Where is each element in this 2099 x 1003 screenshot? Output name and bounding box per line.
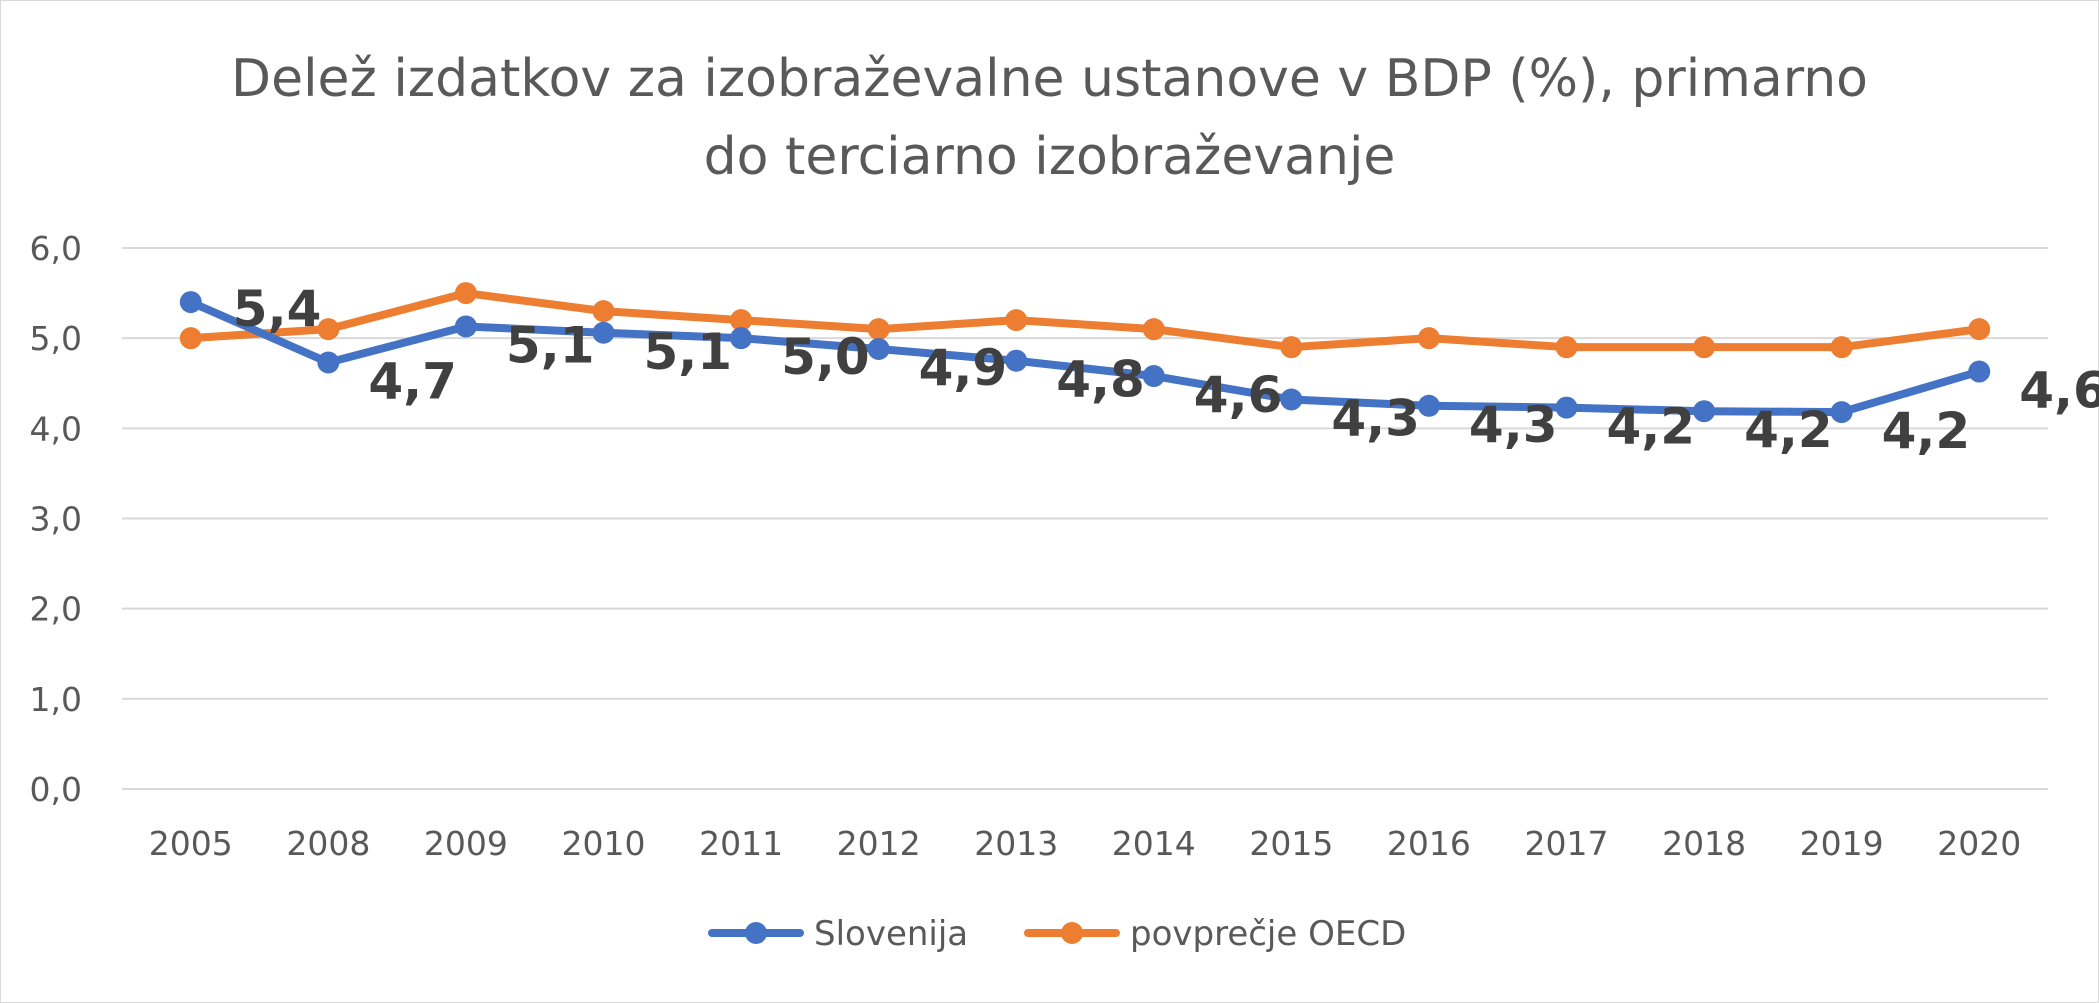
- y-tick-label: 1,0: [30, 680, 82, 719]
- data-point-slovenija: [1968, 360, 1991, 383]
- data-point-oecd: [867, 318, 890, 341]
- data-point-oecd: [1555, 336, 1578, 359]
- y-axis-ticks: 0,0 1,0 2,0 3,0 4,0 5,0 6,0: [30, 229, 82, 809]
- data-label-slovenija: 4,3: [1469, 396, 1558, 454]
- data-point-slovenija: [592, 321, 615, 344]
- x-tick-label: 2012: [837, 824, 921, 863]
- data-point-oecd: [1417, 327, 1440, 350]
- x-tick-label: 2009: [424, 824, 508, 863]
- data-label-slovenija: 5,1: [506, 316, 595, 374]
- x-tick-label: 2013: [974, 824, 1058, 863]
- data-point-slovenija: [1005, 349, 1028, 372]
- legend-marker-oecd: [1061, 922, 1083, 944]
- data-point-oecd: [1142, 318, 1165, 341]
- y-tick-label: 5,0: [30, 319, 82, 358]
- data-point-slovenija: [730, 327, 753, 350]
- y-tick-label: 2,0: [30, 590, 82, 629]
- data-point-slovenija: [317, 351, 340, 374]
- gridlines: [122, 247, 2048, 790]
- series-lines: [179, 282, 1991, 424]
- data-point-slovenija: [867, 337, 890, 360]
- data-label-slovenija: 5,1: [644, 323, 733, 381]
- data-label-slovenija: 4,6: [2019, 362, 2099, 420]
- data-point-oecd: [592, 300, 615, 323]
- data-label-slovenija: 4,7: [368, 353, 457, 411]
- data-label-slovenija: 4,3: [1331, 389, 1420, 447]
- x-tick-label: 2019: [1800, 824, 1884, 863]
- data-label-slovenija: 4,6: [1194, 366, 1283, 424]
- x-tick-label: 2008: [286, 824, 370, 863]
- x-tick-label: 2011: [699, 824, 783, 863]
- y-tick-label: 3,0: [30, 500, 82, 539]
- data-label-slovenija: 4,2: [1607, 398, 1696, 456]
- data-label-slovenija: 4,8: [1056, 351, 1145, 409]
- data-point-slovenija: [1830, 401, 1853, 424]
- x-tick-label: 2014: [1112, 824, 1196, 863]
- data-point-oecd: [317, 318, 340, 341]
- data-point-slovenija: [1693, 400, 1716, 423]
- data-point-slovenija: [179, 291, 202, 314]
- legend: Slovenija povprečje OECD: [708, 914, 1406, 954]
- chart-title-line-1: Delež izdatkov za izobraževalne ustanove…: [231, 49, 1868, 109]
- data-point-slovenija: [1417, 394, 1440, 417]
- data-point-oecd: [179, 327, 202, 350]
- x-tick-label: 2017: [1525, 824, 1609, 863]
- y-tick-label: 4,0: [30, 409, 82, 448]
- data-label-slovenija: 4,9: [919, 339, 1008, 397]
- data-point-oecd: [1830, 336, 1853, 359]
- y-tick-label: 0,0: [30, 770, 82, 809]
- legend-label-oecd: povprečje OECD: [1130, 914, 1406, 954]
- data-labels: 5,4 4,7 5,1 5,1 5,0 4,9 4,8 4,6 4,3 4,3 4,2 4,2 4,2 4…: [233, 280, 2099, 460]
- x-axis-ticks: 2005 2008 2009 2010 2011 2012 2013 2014 2015 2016…: [149, 824, 2021, 863]
- chart-title: Delež izdatkov za izobraževalne ustanove…: [0, 40, 2099, 196]
- data-label-slovenija: 4,2: [1882, 402, 1971, 460]
- data-point-oecd: [454, 282, 477, 305]
- data-label-slovenija: 5,0: [781, 328, 870, 386]
- data-point-oecd: [730, 309, 753, 332]
- x-tick-label: 2005: [149, 824, 233, 863]
- data-point-oecd: [1005, 309, 1028, 332]
- x-tick-label: 2018: [1662, 824, 1746, 863]
- data-point-slovenija: [1142, 365, 1165, 388]
- data-point-oecd: [1280, 336, 1303, 359]
- y-tick-label: 6,0: [30, 229, 82, 268]
- data-point-slovenija: [454, 315, 477, 338]
- x-tick-label: 2010: [562, 824, 646, 863]
- chart-title-line-2: do terciarno izobraževanje: [703, 127, 1396, 187]
- data-label-slovenija: 5,4: [233, 280, 322, 338]
- x-tick-label: 2020: [1937, 824, 2021, 863]
- x-tick-label: 2015: [1249, 824, 1333, 863]
- series-line-oecd: [186, 289, 1984, 352]
- x-tick-label: 2016: [1387, 824, 1471, 863]
- data-point-slovenija: [1280, 388, 1303, 411]
- legend-label-slovenija: Slovenija: [814, 914, 968, 954]
- series-line-slovenija: [186, 298, 1984, 417]
- legend-marker-slovenija: [745, 922, 767, 944]
- data-point-oecd: [1968, 318, 1991, 341]
- data-label-slovenija: 4,2: [1744, 401, 1833, 459]
- data-point-oecd: [1693, 336, 1716, 359]
- data-point-slovenija: [1555, 396, 1578, 419]
